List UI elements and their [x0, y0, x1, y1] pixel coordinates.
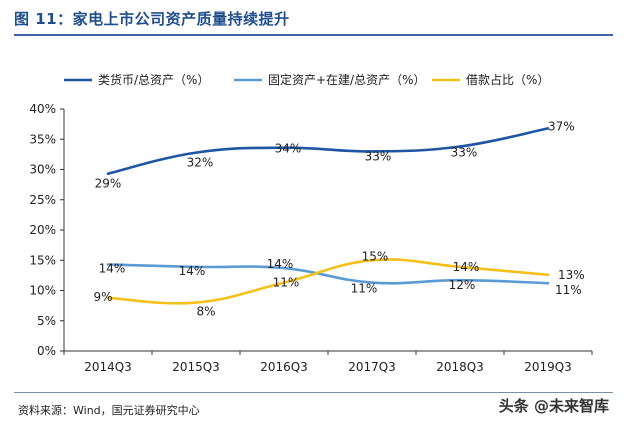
- data-label: 33%: [365, 149, 392, 163]
- legend-label: 固定资产+在建/总资产（%）: [268, 72, 426, 87]
- x-tick-label: 2018Q3: [436, 360, 484, 374]
- data-labels: 29% 32% 34% 33% 33% 37% 14% 14% 14% 11% 12% 11% 9% 8%…: [93, 119, 584, 318]
- data-point: [194, 265, 198, 269]
- data-label: 14%: [453, 260, 480, 274]
- data-label: 8%: [196, 305, 215, 319]
- data-point: [370, 150, 374, 153]
- data-point: [282, 146, 286, 149]
- data-label: 29%: [95, 177, 122, 191]
- data-label: 11%: [555, 283, 582, 297]
- source-note: 资料来源：Wind，国元证券研究中心: [18, 404, 200, 417]
- data-point: [194, 301, 198, 304]
- data-point: [106, 263, 110, 266]
- y-tick-label: 40%: [29, 102, 56, 116]
- title-rule: [14, 34, 613, 36]
- x-tick-label: 2017Q3: [348, 360, 396, 374]
- data-label: 34%: [275, 142, 302, 156]
- legend-label: 类货币/总资产（%）: [98, 72, 209, 87]
- series-line-2: [106, 263, 550, 285]
- data-point: [370, 281, 374, 284]
- axes: 0% 5% 10% 15% 20% 25% 30% 35% 40% 2014Q3 2015Q3 201…: [29, 102, 593, 374]
- data-label: 9%: [93, 290, 112, 304]
- watermark: 头条 @未来智库: [498, 397, 609, 415]
- data-label: 11%: [351, 282, 378, 296]
- x-tick-label: 2014Q3: [84, 360, 132, 374]
- data-point: [458, 265, 462, 269]
- data-point: [546, 273, 550, 276]
- x-tick-label: 2019Q3: [524, 360, 572, 374]
- data-point: [370, 259, 374, 262]
- data-point: [106, 172, 110, 175]
- y-tick-label: 5%: [37, 314, 56, 328]
- data-point: [546, 127, 550, 130]
- source-rule: [14, 392, 613, 393]
- series-lines: [106, 127, 550, 305]
- data-point: [106, 296, 110, 299]
- data-point: [458, 279, 462, 282]
- data-label: 14%: [179, 264, 206, 278]
- y-tick-label: 30%: [29, 163, 56, 177]
- y-tick-label: 0%: [37, 344, 56, 358]
- data-label: 13%: [558, 268, 585, 282]
- y-tick-label: 35%: [29, 132, 56, 146]
- data-label: 32%: [187, 156, 214, 170]
- figure-title: 图 11：家电上市公司资产质量持续提升: [14, 10, 290, 28]
- data-label: 11%: [273, 276, 300, 290]
- data-point: [546, 282, 550, 285]
- series-line-3: [106, 258, 550, 305]
- data-label: 14%: [99, 261, 126, 275]
- data-label: 12%: [449, 278, 476, 292]
- legend: 类货币/总资产（%） 固定资产+在建/总资产（%） 借款占比（%）: [64, 72, 549, 87]
- data-point: [282, 266, 286, 270]
- series-line-1: [106, 127, 550, 175]
- data-label: 15%: [362, 249, 389, 263]
- x-tick-label: 2016Q3: [260, 360, 308, 374]
- data-label: 37%: [548, 119, 575, 133]
- y-tick-label: 25%: [29, 193, 56, 207]
- legend-label: 借款占比（%）: [466, 72, 549, 87]
- x-tick-label: 2015Q3: [172, 360, 220, 374]
- data-point: [194, 151, 198, 154]
- data-point: [282, 281, 286, 284]
- y-tick-label: 15%: [29, 253, 56, 267]
- y-tick-label: 20%: [29, 223, 56, 237]
- data-point: [458, 145, 462, 148]
- data-label: 14%: [267, 257, 294, 271]
- data-label: 33%: [451, 146, 478, 160]
- y-tick-label: 10%: [29, 284, 56, 298]
